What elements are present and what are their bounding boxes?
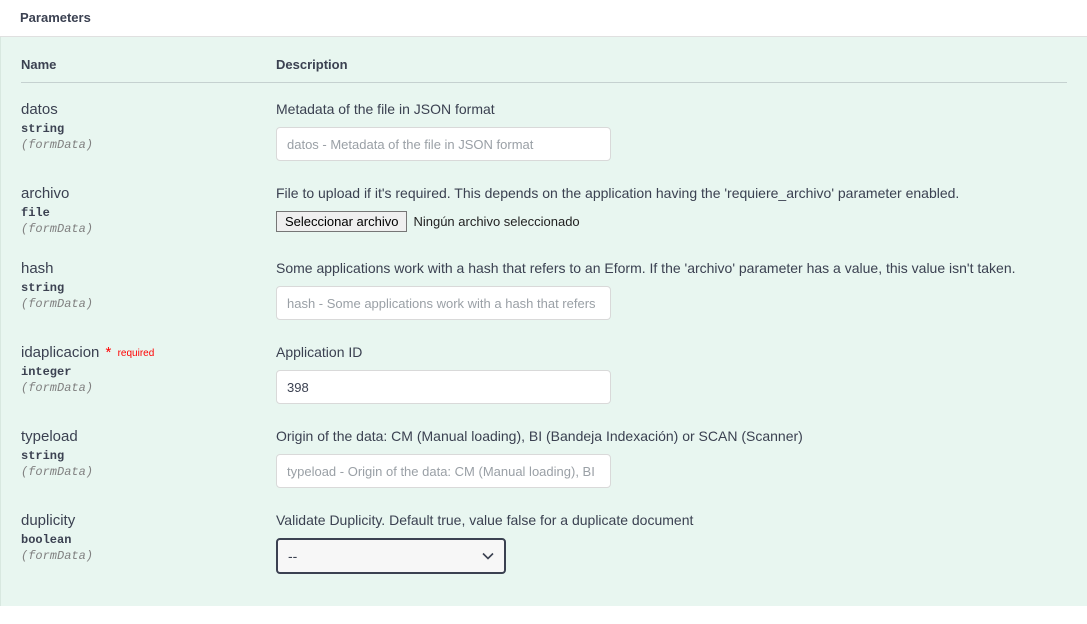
param-row-archivo: archivo file (formData) File to upload i… bbox=[21, 185, 1067, 236]
param-name: datos bbox=[21, 101, 276, 118]
param-name: duplicity bbox=[21, 512, 276, 529]
duplicity-select[interactable]: -- bbox=[276, 538, 506, 574]
header-name: Name bbox=[21, 57, 276, 72]
param-in: (formData) bbox=[21, 465, 276, 479]
param-row-idaplicacion: idaplicacion * required integer (formDat… bbox=[21, 344, 1067, 404]
param-in: (formData) bbox=[21, 138, 276, 152]
param-type: string bbox=[21, 281, 276, 295]
param-type: integer bbox=[21, 365, 276, 379]
datos-input[interactable] bbox=[276, 127, 611, 161]
param-type: file bbox=[21, 206, 276, 220]
parameters-tab-header: Parameters bbox=[0, 0, 1087, 37]
param-name-text: idaplicacion bbox=[21, 344, 99, 361]
param-in: (formData) bbox=[21, 297, 276, 311]
param-name: archivo bbox=[21, 185, 276, 202]
param-description: Validate Duplicity. Default true, value … bbox=[276, 512, 1067, 528]
param-row-datos: datos string (formData) Metadata of the … bbox=[21, 101, 1067, 161]
param-row-hash: hash string (formData) Some applications… bbox=[21, 260, 1067, 320]
param-row-duplicity: duplicity boolean (formData) Validate Du… bbox=[21, 512, 1067, 574]
param-name: idaplicacion * required bbox=[21, 344, 276, 361]
typeload-input[interactable] bbox=[276, 454, 611, 488]
param-description: Origin of the data: CM (Manual loading),… bbox=[276, 428, 1067, 444]
required-label: required bbox=[118, 348, 155, 359]
header-description: Description bbox=[276, 57, 1067, 72]
parameters-body: Name Description datos string (formData)… bbox=[0, 37, 1087, 606]
param-description: Application ID bbox=[276, 344, 1067, 360]
parameters-table-header: Name Description bbox=[21, 57, 1067, 83]
param-row-typeload: typeload string (formData) Origin of the… bbox=[21, 428, 1067, 488]
file-status-text: Ningún archivo seleccionado bbox=[413, 214, 579, 229]
param-in: (formData) bbox=[21, 381, 276, 395]
required-star: * bbox=[101, 344, 111, 361]
param-in: (formData) bbox=[21, 222, 276, 236]
parameters-tab[interactable]: Parameters bbox=[20, 0, 91, 36]
param-name: typeload bbox=[21, 428, 276, 445]
param-description: File to upload if it's required. This de… bbox=[276, 185, 1067, 201]
param-in: (formData) bbox=[21, 549, 276, 563]
param-type: string bbox=[21, 449, 276, 463]
param-description: Some applications work with a hash that … bbox=[276, 260, 1067, 276]
idaplicacion-input[interactable] bbox=[276, 370, 611, 404]
param-type: boolean bbox=[21, 533, 276, 547]
param-type: string bbox=[21, 122, 276, 136]
file-select-button[interactable]: Seleccionar archivo bbox=[276, 211, 407, 232]
param-description: Metadata of the file in JSON format bbox=[276, 101, 1067, 117]
param-name: hash bbox=[21, 260, 276, 277]
hash-input[interactable] bbox=[276, 286, 611, 320]
